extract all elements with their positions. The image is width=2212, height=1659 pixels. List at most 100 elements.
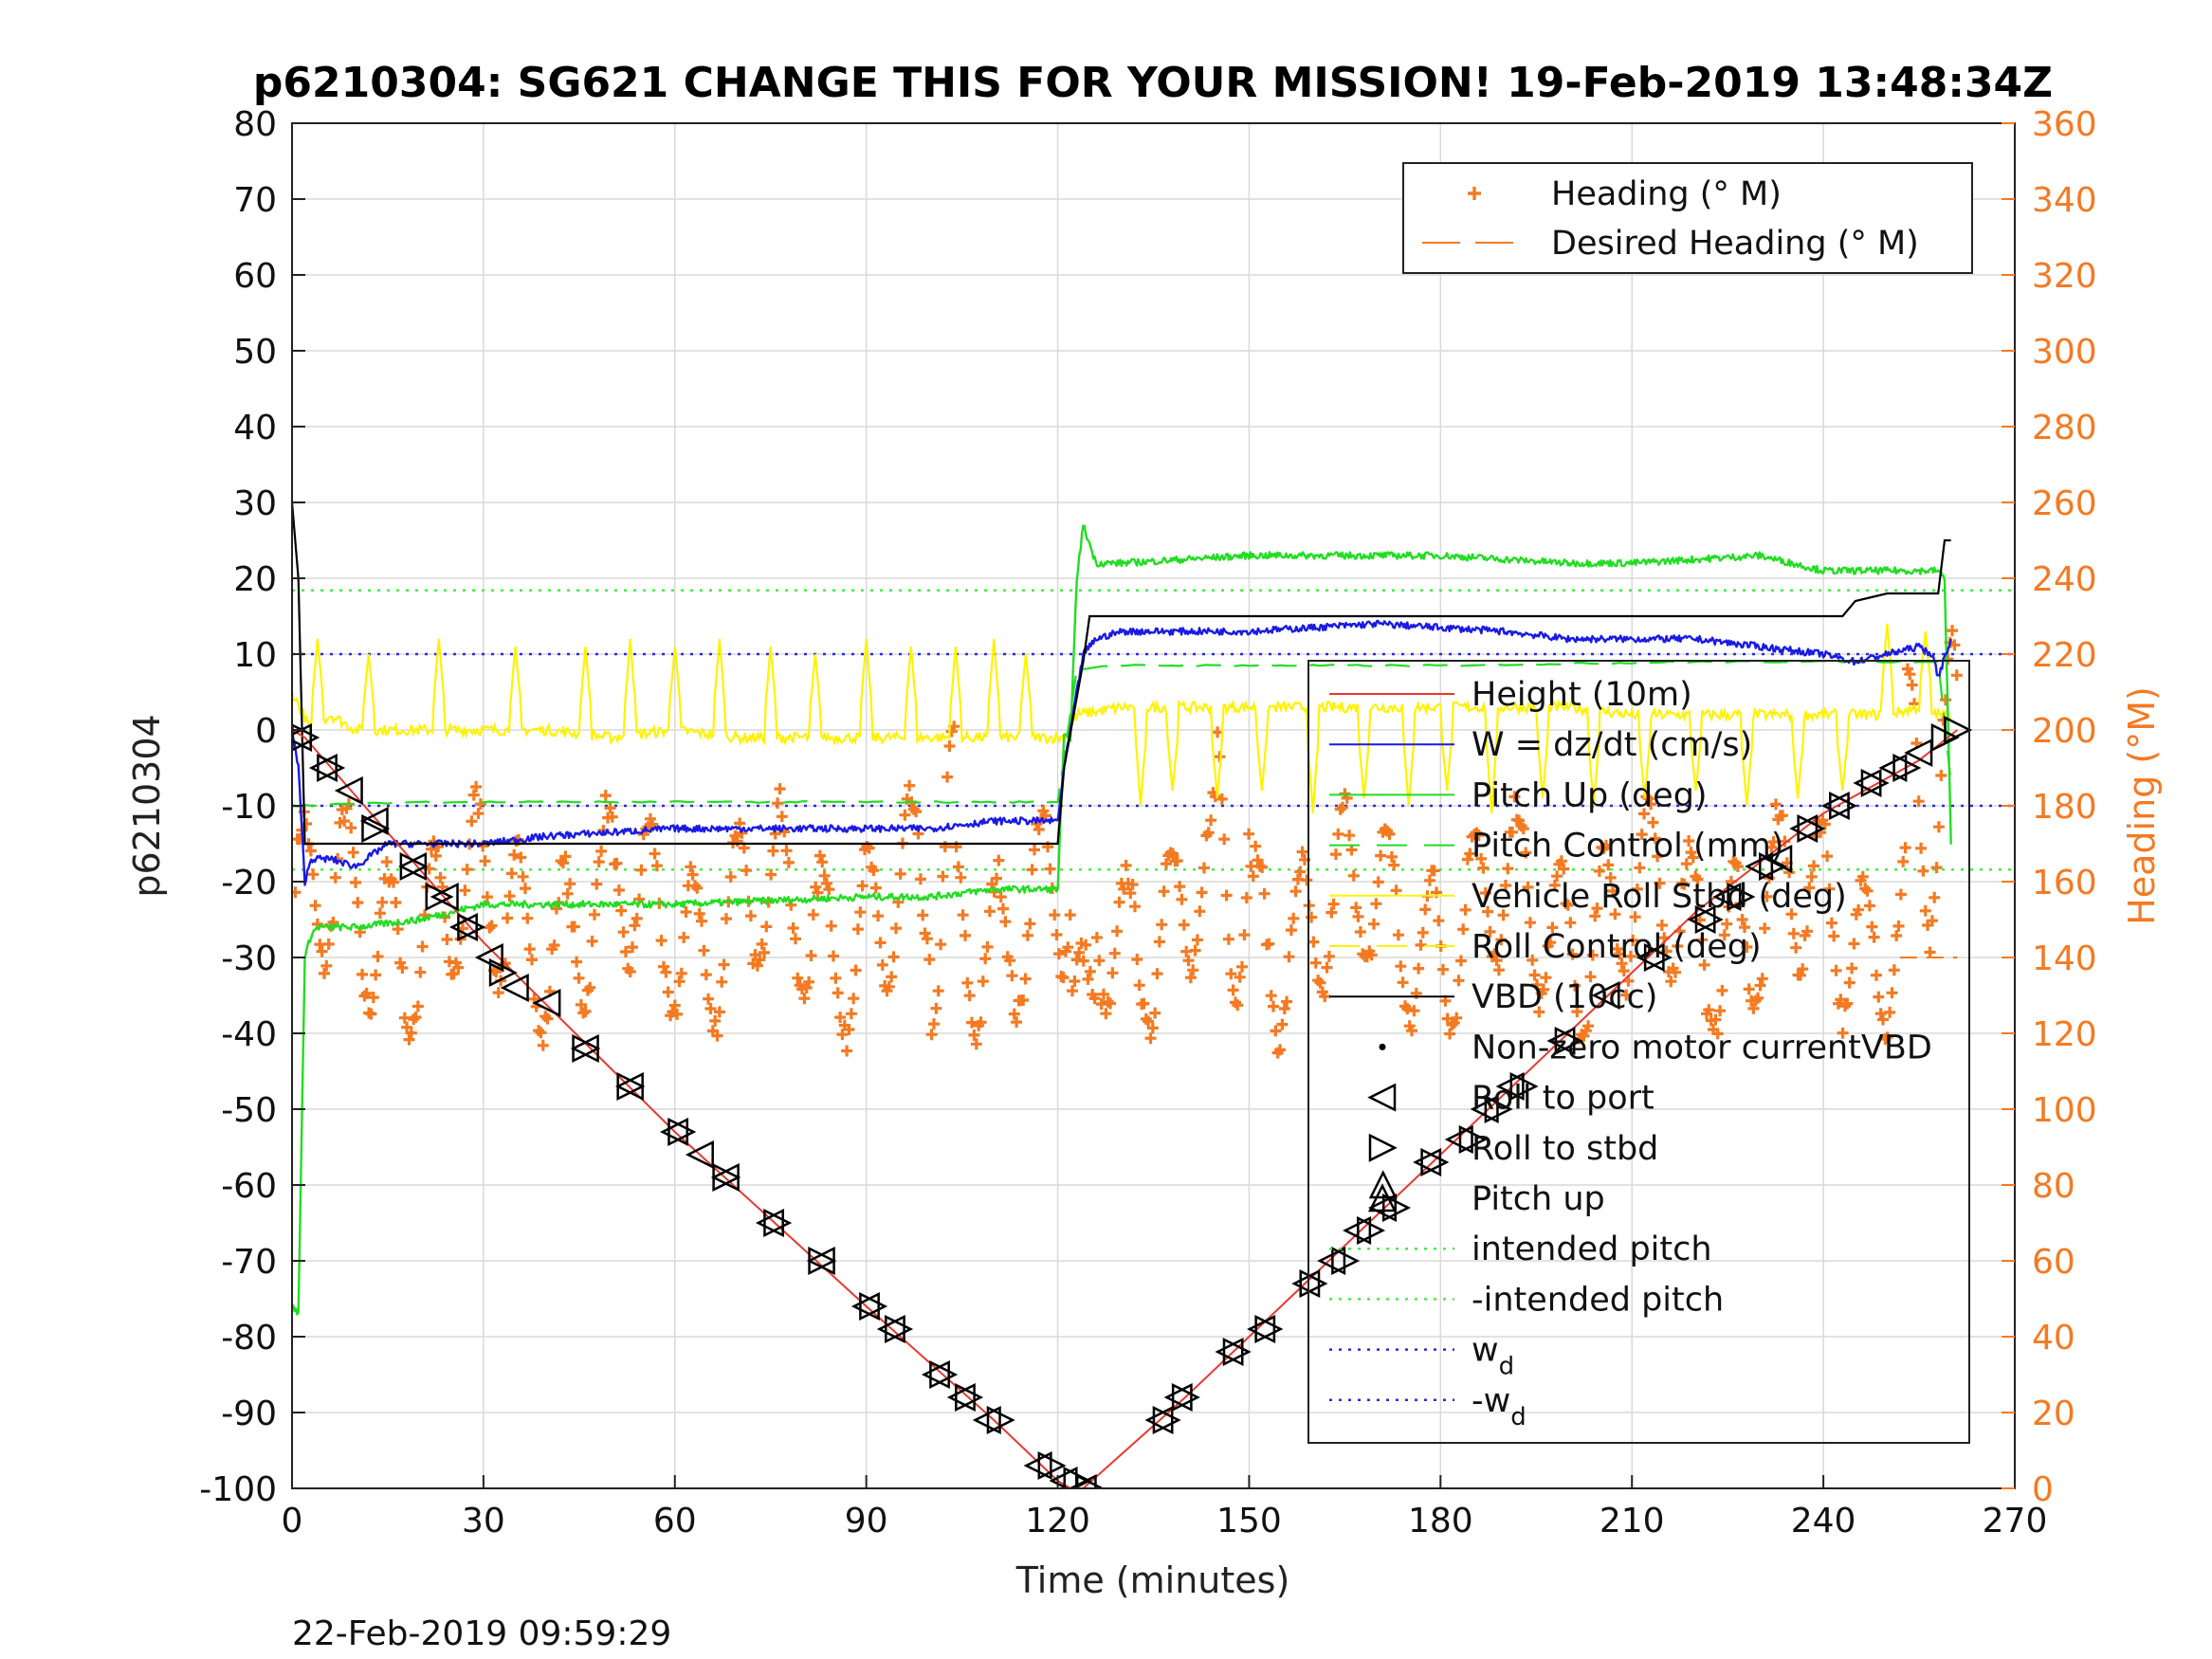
- roll-to-port-marker: [308, 753, 338, 783]
- legend-label: Height (10m): [1472, 676, 1692, 714]
- roll-to-port-marker: [659, 1117, 689, 1147]
- y2-tick-label: 20: [2032, 1395, 2075, 1433]
- roll-to-stbd-marker: [1381, 1193, 1412, 1223]
- roll-to-port-marker: [1591, 980, 1620, 1011]
- roll-to-stbd-marker: [763, 1208, 793, 1238]
- x-tick-label: 240: [1791, 1502, 1856, 1540]
- y-tick-label: 10: [233, 636, 277, 675]
- roll-to-port-marker: [1413, 1147, 1442, 1177]
- y2-axis-label: Heading (°M): [2121, 686, 2163, 925]
- roll-to-port-marker: [359, 806, 389, 836]
- y-tick-label: 60: [233, 257, 277, 296]
- y2-tick-label: 160: [2032, 864, 2097, 902]
- roll-to-stbd-marker: [616, 1071, 646, 1102]
- roll-to-stbd-marker: [955, 1382, 984, 1413]
- reference-lines: [292, 589, 2015, 871]
- legend-main: Height (10m) W = dz/dt (cm/s) Pitch Up (de…: [1307, 660, 1970, 1444]
- legend-heading-box: [1402, 162, 1973, 274]
- y2-tick-label: 0: [2032, 1470, 2054, 1509]
- legend-label: VBD (10cc): [1472, 978, 1657, 1016]
- legend-heading-label: Desired Heading (° M): [1551, 225, 1919, 263]
- roll-to-port-marker: [500, 973, 529, 1003]
- roll-to-port-marker: [532, 988, 561, 1018]
- x-axis-ticks: 0 30 60 90 120 150 180 210 240 270: [282, 1475, 2048, 1540]
- roll-to-port-marker: [946, 1382, 976, 1413]
- roll-to-port-marker: [850, 1291, 880, 1322]
- roll-to-port-marker: [1163, 1382, 1193, 1413]
- y2-tick-label: 300: [2032, 333, 2097, 372]
- w-series: [292, 619, 1952, 886]
- x-tick-label: 270: [1983, 1502, 2048, 1540]
- legend-label: Pitch Control (mm): [1472, 828, 1783, 866]
- y2-tick-label: 120: [2032, 1015, 2097, 1054]
- roll-to-stbd-marker: [1420, 1147, 1450, 1177]
- roll-to-port-marker: [1904, 738, 1933, 768]
- roll-to-stbd-marker: [1222, 1337, 1252, 1367]
- roll-to-port-marker: [430, 882, 459, 912]
- roll-to-stbd-marker: [859, 1291, 888, 1322]
- heading-series: [292, 625, 1963, 1059]
- roll-to-port-marker: [1687, 904, 1716, 935]
- roll-to-port-marker: [1853, 768, 1882, 798]
- y-tick-label: -40: [221, 1015, 277, 1054]
- y-tick-label: 30: [233, 484, 277, 523]
- pitch-up-series: [292, 524, 1952, 1316]
- roll-to-port-marker: [1144, 1405, 1174, 1435]
- y2-tick-label: 80: [2032, 1167, 2075, 1206]
- y-axis-label: p6210304: [126, 714, 168, 897]
- roll-to-stbd-marker: [986, 1405, 1015, 1435]
- roll-to-stbd-marker: [1484, 1094, 1513, 1124]
- heading-markers: [292, 625, 1963, 1059]
- x-tick-label: 120: [1025, 1502, 1090, 1540]
- roll-to-stbd-marker: [1357, 1215, 1386, 1246]
- legend-label-subscript: d: [1499, 1353, 1515, 1381]
- roll-to-port-marker: [1215, 1337, 1244, 1367]
- legend-label-subscript: d: [1510, 1403, 1526, 1431]
- roll-to-port-marker: [1247, 1314, 1276, 1344]
- roll-to-port-marker: [876, 1314, 905, 1344]
- roll-to-stbd-marker: [1694, 904, 1724, 935]
- legend-swatch-motor: [1379, 1043, 1386, 1050]
- x-axis-label: Time (minutes): [1015, 1559, 1290, 1601]
- roll-to-stbd-marker: [457, 912, 486, 942]
- y-axis-ticks: 80 70 60 50 40 30 20 10 0 -10 -20 -30 -40 -50 -60 -70 -8…: [199, 105, 305, 1509]
- x-tick-label: 150: [1216, 1502, 1282, 1540]
- x-tick-label: 180: [1408, 1502, 1473, 1540]
- y-tick-label: 70: [233, 181, 277, 220]
- roll-to-port-marker: [1291, 1268, 1321, 1299]
- y-tick-label: -60: [221, 1167, 277, 1206]
- legend-label: Pitch Up (deg): [1472, 776, 1708, 814]
- roll-to-stbd-marker: [1509, 1071, 1539, 1102]
- y2-tick-label: 320: [2032, 257, 2097, 296]
- x-tick-label: 0: [282, 1502, 303, 1540]
- y2-tick-label: 260: [2032, 484, 2097, 523]
- roll-to-stbd-marker: [361, 813, 391, 844]
- legend-swatch-pitch-up-marker: [1367, 1183, 1398, 1212]
- legend-swatch-roll-stbd-marker: [1368, 1133, 1398, 1162]
- roll-to-stbd-marker: [1727, 882, 1756, 912]
- roll-to-stbd-marker: [1759, 851, 1788, 882]
- x-tick-label: 60: [653, 1502, 697, 1540]
- chart-title: p6210304: SG621 CHANGE THIS FOR YOUR MIS…: [253, 59, 2053, 107]
- legend-label: Roll to stbd: [1472, 1130, 1658, 1168]
- y-tick-label: 50: [233, 333, 277, 372]
- y2-tick-label: 280: [2032, 409, 2097, 447]
- roll-to-stbd-marker: [572, 1033, 601, 1064]
- x-tick-label: 90: [845, 1502, 888, 1540]
- roll-to-port-marker: [292, 722, 312, 753]
- roll-to-stbd-marker: [1171, 1382, 1200, 1413]
- pitch-control-series: [292, 660, 1952, 808]
- roll-to-stbd-marker: [1829, 791, 1858, 821]
- timestamp: 22-Feb-2019 09:59:29: [292, 1614, 671, 1653]
- legend-swatch-roll-port: [1367, 1083, 1397, 1112]
- y2-tick-label: 100: [2032, 1091, 2097, 1130]
- roll-to-port-marker: [1068, 1473, 1097, 1488]
- x-tick-label: 30: [462, 1502, 505, 1540]
- x-tick-label: 210: [1600, 1502, 1665, 1540]
- y-tick-label: 0: [255, 712, 277, 751]
- roll-to-stbd-marker: [317, 753, 346, 783]
- roll-to-stbd-marker: [712, 1162, 741, 1193]
- roll-to-stbd-marker: [425, 882, 454, 912]
- legend-main-box: [1307, 660, 1970, 1444]
- legend-label: intended pitch: [1472, 1231, 1712, 1268]
